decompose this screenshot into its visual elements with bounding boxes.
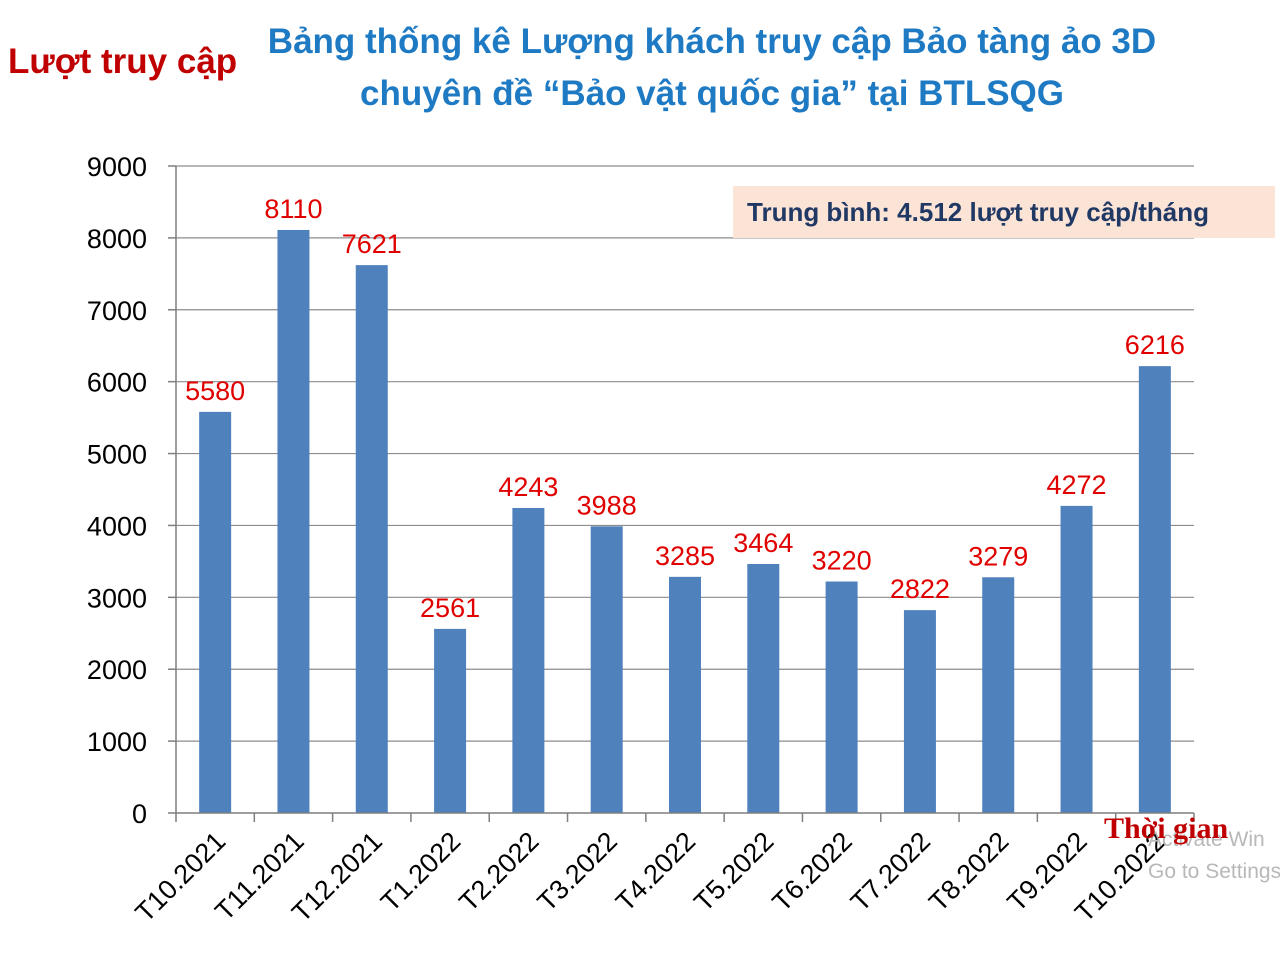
bar [747, 563, 780, 813]
data-label: 8110 [264, 194, 322, 224]
y-tick-label: 6000 [87, 368, 147, 398]
y-tick-label: 3000 [87, 583, 147, 613]
x-axis-title: Thời gian [1104, 812, 1229, 845]
x-tick-label: T3.2022 [532, 826, 623, 917]
y-tick-labels: 0 1000 2000 3000 4000 5000 6000 7000 8000 9000 [87, 152, 147, 829]
y-tick-label: 2000 [87, 655, 147, 685]
y-tick-label: 5000 [87, 440, 147, 470]
watermark-line-1: Activate Win [1148, 828, 1265, 851]
data-label: 6216 [1125, 330, 1185, 360]
bar [199, 411, 232, 813]
x-tick-label: T6.2022 [767, 826, 858, 917]
y-tick-label: 0 [132, 799, 147, 829]
data-label: 3464 [733, 528, 793, 558]
x-tick-label: T2.2022 [453, 826, 544, 917]
y-tick-label: 4000 [87, 511, 147, 541]
x-tick-label: T7.2022 [845, 826, 936, 917]
y-axis-title: Lượt truy cập [8, 42, 238, 81]
bar [1060, 505, 1093, 813]
bar [669, 576, 701, 813]
activation-watermark: Activate Win Go to Settings to [1148, 824, 1280, 888]
data-label: 3285 [655, 541, 715, 571]
bar [590, 526, 623, 813]
x-tick-label: T5.2022 [688, 826, 779, 917]
y-tick-label: 8000 [87, 224, 147, 254]
chart-title: Bảng thống kê Lượng khách truy cập Bảo t… [267, 22, 1157, 113]
data-label: 3220 [812, 546, 872, 576]
x-tick-label: T4.2022 [610, 826, 701, 917]
bar [1138, 366, 1171, 813]
data-label: 5580 [185, 376, 245, 406]
bar [277, 229, 310, 814]
bar [355, 265, 388, 813]
bar [434, 628, 467, 813]
data-label: 4272 [1046, 470, 1106, 500]
x-tick-labels: T10.2021T11.2021T12.2021T1.2022T2.2022T3… [130, 826, 1172, 928]
y-tick-label: 7000 [87, 296, 147, 326]
x-tick-label: T1.2022 [375, 826, 466, 917]
bar [512, 507, 545, 813]
data-labels: 5580 8110 7621 2561 4243 3988 3285 3464 3220 2822… [185, 194, 1185, 623]
gridlines [176, 165, 1194, 742]
watermark-line-2: Go to Settings to [1148, 860, 1280, 883]
data-label: 7621 [342, 229, 402, 259]
y-tick-label: 9000 [87, 152, 147, 182]
y-tick-label: 1000 [87, 727, 147, 757]
bar [903, 610, 936, 813]
data-label: 3279 [968, 541, 1028, 571]
data-label: 2822 [890, 574, 950, 604]
x-tick-label: T8.2022 [923, 826, 1014, 917]
bar [982, 577, 1015, 813]
data-label: 3988 [577, 490, 637, 520]
bar [825, 581, 858, 813]
bars [199, 229, 1171, 814]
data-label: 4243 [498, 472, 558, 502]
average-annotation: Trung bình: 4.512 lượt truy cập/tháng [733, 186, 1275, 238]
axes [168, 165, 1195, 822]
data-label: 2561 [420, 593, 480, 623]
